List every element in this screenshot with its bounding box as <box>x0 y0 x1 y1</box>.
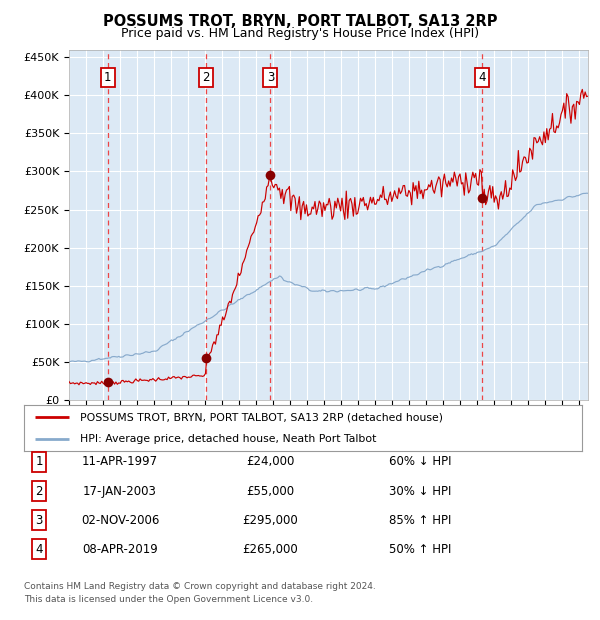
Text: 50% ↑ HPI: 50% ↑ HPI <box>389 543 451 556</box>
Text: POSSUMS TROT, BRYN, PORT TALBOT, SA13 2RP: POSSUMS TROT, BRYN, PORT TALBOT, SA13 2R… <box>103 14 497 29</box>
Text: 17-JAN-2003: 17-JAN-2003 <box>83 485 157 497</box>
Text: 30% ↓ HPI: 30% ↓ HPI <box>389 485 451 497</box>
Text: 3: 3 <box>35 514 43 526</box>
Text: 08-APR-2019: 08-APR-2019 <box>82 543 158 556</box>
Text: 1: 1 <box>35 456 43 468</box>
Text: Contains HM Land Registry data © Crown copyright and database right 2024.: Contains HM Land Registry data © Crown c… <box>24 582 376 591</box>
Text: £24,000: £24,000 <box>246 456 294 468</box>
Text: 3: 3 <box>267 71 274 84</box>
Text: 4: 4 <box>478 71 486 84</box>
Text: HPI: Average price, detached house, Neath Port Talbot: HPI: Average price, detached house, Neat… <box>80 434 376 444</box>
Text: £265,000: £265,000 <box>242 543 298 556</box>
Text: £55,000: £55,000 <box>246 485 294 497</box>
Text: POSSUMS TROT, BRYN, PORT TALBOT, SA13 2RP (detached house): POSSUMS TROT, BRYN, PORT TALBOT, SA13 2R… <box>80 412 443 422</box>
Text: 11-APR-1997: 11-APR-1997 <box>82 456 158 468</box>
Text: £295,000: £295,000 <box>242 514 298 526</box>
Text: 1: 1 <box>104 71 112 84</box>
Text: 4: 4 <box>35 543 43 556</box>
Text: 60% ↓ HPI: 60% ↓ HPI <box>389 456 451 468</box>
Text: 02-NOV-2006: 02-NOV-2006 <box>81 514 159 526</box>
Text: 85% ↑ HPI: 85% ↑ HPI <box>389 514 451 526</box>
Text: 2: 2 <box>202 71 210 84</box>
Text: 2: 2 <box>35 485 43 497</box>
Text: Price paid vs. HM Land Registry's House Price Index (HPI): Price paid vs. HM Land Registry's House … <box>121 27 479 40</box>
Text: This data is licensed under the Open Government Licence v3.0.: This data is licensed under the Open Gov… <box>24 595 313 604</box>
